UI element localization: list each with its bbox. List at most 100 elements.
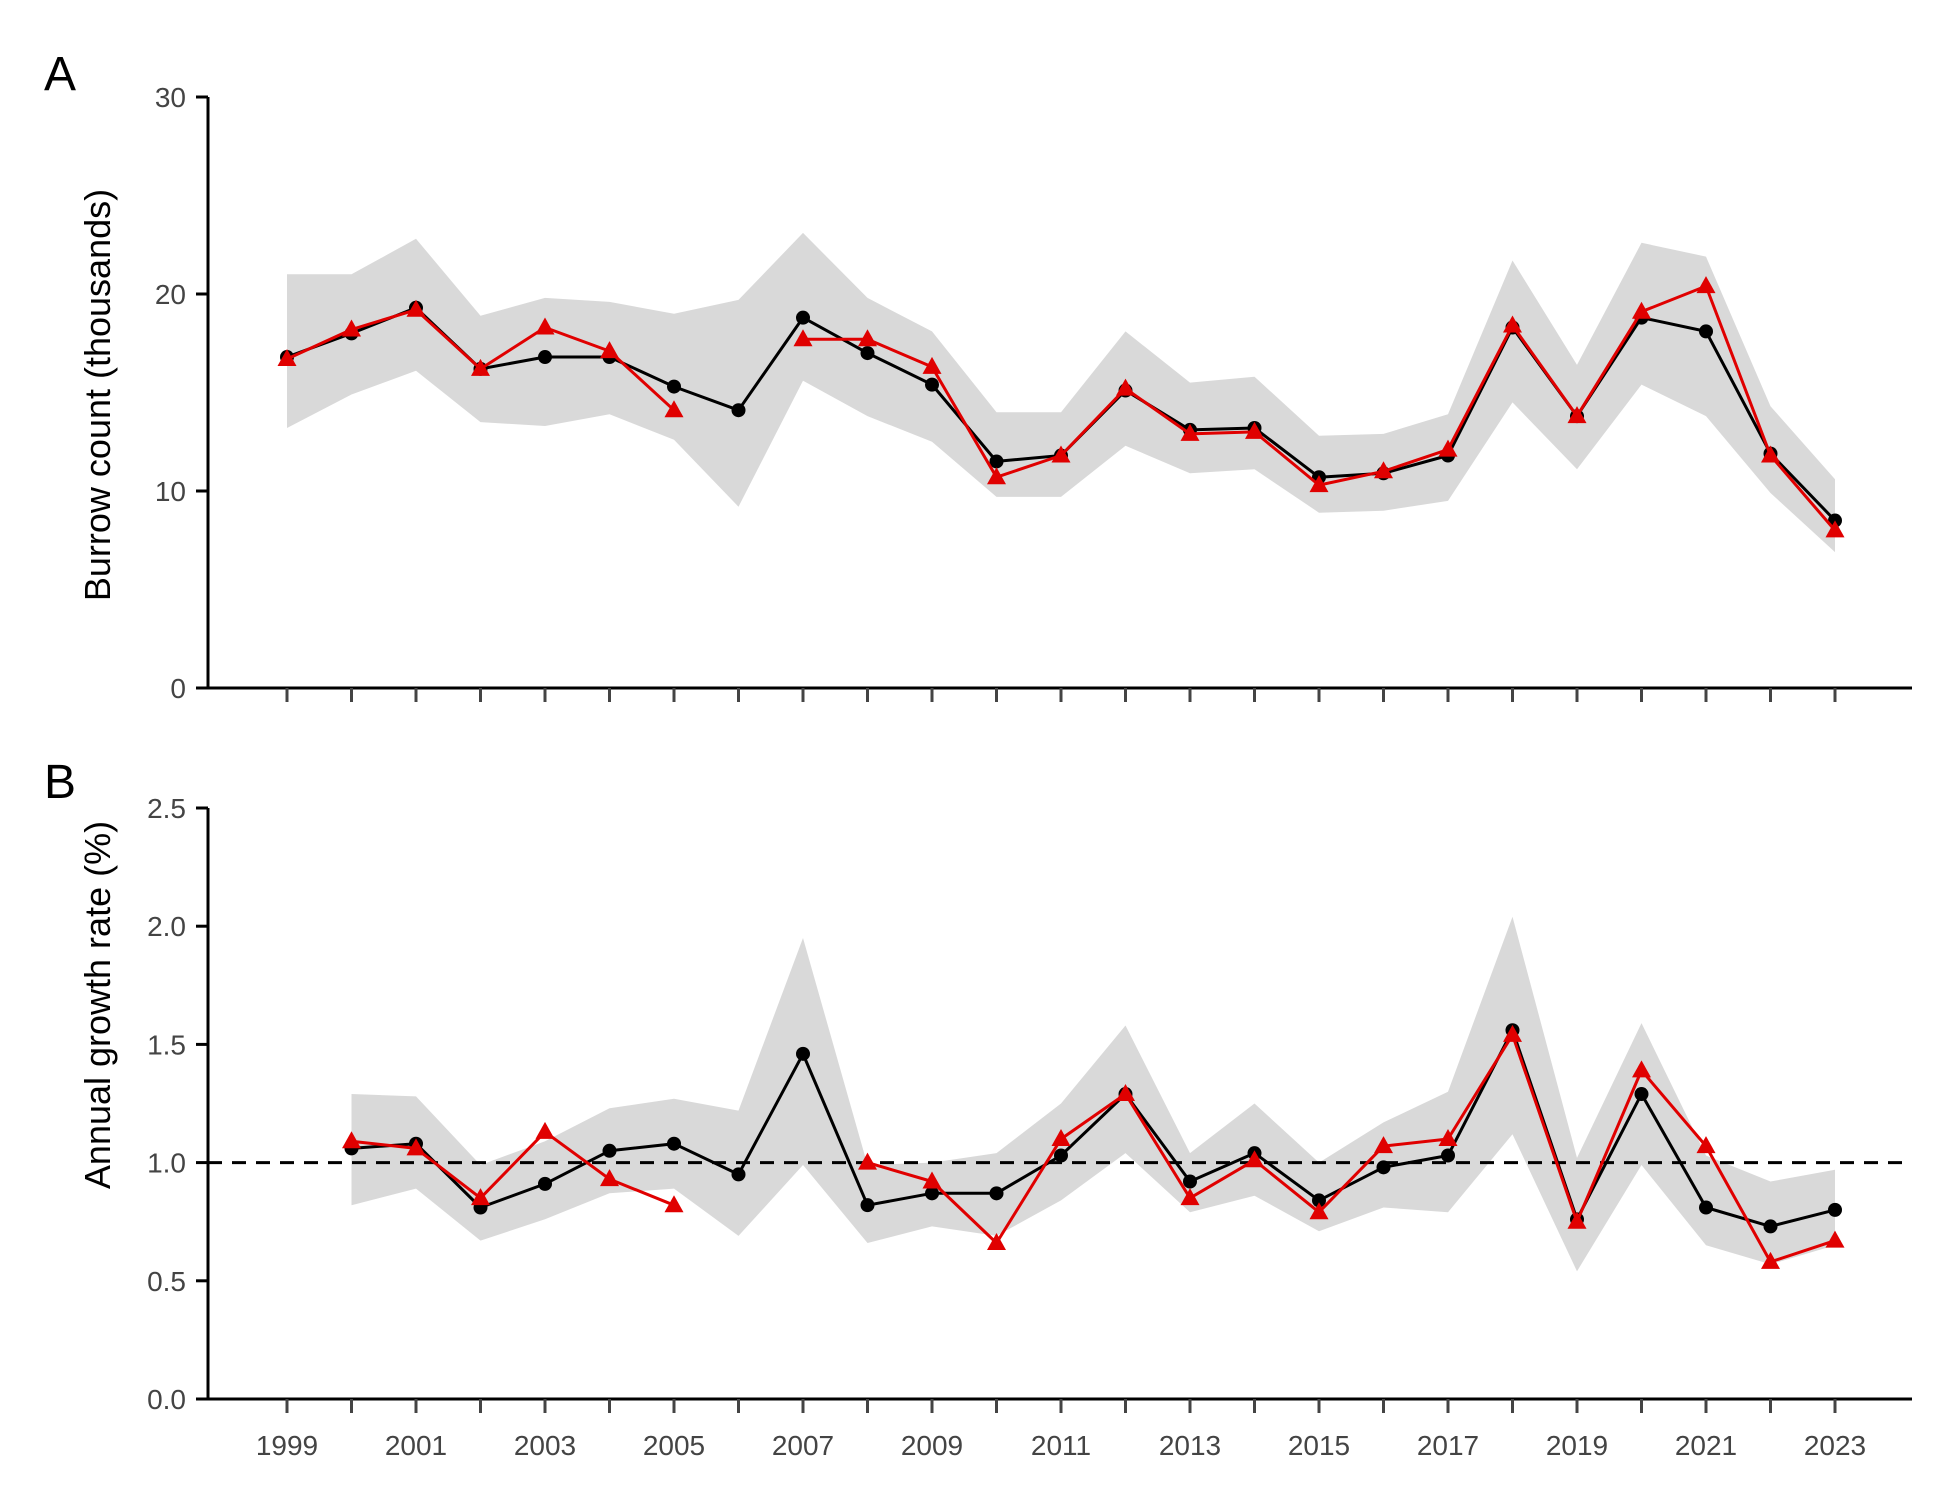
panel-b-series-black-point-2023 xyxy=(1828,1202,1842,1217)
panel-b-series-red-point-2016 xyxy=(1374,1136,1393,1154)
panel-b-series-black-point-2022 xyxy=(1763,1219,1778,1234)
panel-a-series-red-point-2012 xyxy=(1116,378,1135,396)
panel-a-y-tick-label: 0 xyxy=(170,673,186,704)
panel-b-band-area xyxy=(351,916,1835,1272)
panel-a-series-red-point-2018 xyxy=(1503,315,1522,333)
panel-a-series-red-point-2022 xyxy=(1761,445,1780,463)
panel-a-axes: 0 10 20 30 xyxy=(155,82,1912,704)
panel-b-x-tick-label: 2001 xyxy=(385,1430,447,1461)
panel-b-series-red-point-2002 xyxy=(471,1188,490,1206)
panel-a-series-black-point-2009 xyxy=(925,377,939,392)
panel-b-series-red-point-2021 xyxy=(1696,1136,1716,1154)
panel-b-x-tick-label: 2021 xyxy=(1675,1430,1737,1461)
panel-a: A 0 10 20 30 Burrow count (thousands) xyxy=(44,48,1912,704)
panel-b-series-red-line xyxy=(351,1130,675,1207)
panel-a-series-red-point-2014 xyxy=(1245,421,1264,439)
panel-a-series-black-point-2008 xyxy=(860,346,875,361)
panel-b-x-tick-label: 2023 xyxy=(1804,1430,1866,1461)
panel-b-confidence-band xyxy=(351,916,1835,1272)
panel-a-series-red-point-2016 xyxy=(1374,461,1393,479)
panel-a-series-black-point-2003 xyxy=(538,350,552,365)
panel-b-series-red-point-2008 xyxy=(858,1152,877,1170)
panel-a-y-tick-label: 20 xyxy=(155,279,186,310)
panel-b-x-tick-label: 2011 xyxy=(1031,1430,1091,1461)
panel-b-x-tick-label: 2009 xyxy=(901,1430,963,1461)
panel-a-series-red-point-2011 xyxy=(1051,445,1071,463)
panel-a-series-black-point-2005 xyxy=(667,379,681,394)
panel-b-series-black-point-2015 xyxy=(1312,1193,1326,1208)
panel-a-y-tick-label: 30 xyxy=(155,82,186,113)
panel-b-series-red-point-2017 xyxy=(1438,1129,1458,1146)
panel-b-series-black-point-2016 xyxy=(1376,1160,1391,1175)
panel-b-series-red-point-2013 xyxy=(1180,1188,1200,1206)
panel-b-series-black-point-2005 xyxy=(667,1136,681,1151)
panel-a-series-red-point-2021 xyxy=(1696,276,1716,294)
panel-b-series-red-point-2020 xyxy=(1632,1060,1651,1078)
panel-b-series-red-point-2010 xyxy=(987,1233,1006,1250)
panel-b-series-black-point-2009 xyxy=(925,1186,939,1201)
panel-b-series-black-point-2006 xyxy=(731,1167,746,1182)
panel-a-series-red-point-2000 xyxy=(342,319,361,337)
panel-b-y-tick-label: 0.0 xyxy=(147,1384,186,1415)
panel-a-series-red-point-2001 xyxy=(406,299,426,317)
panel-b-series-red-point-2005 xyxy=(664,1195,684,1213)
panel-b: B 0.0 0.5 1.0 1.5 2.0 2.5 1999 2001 2003 2005 2007… xyxy=(44,756,1912,1461)
panel-b-series-red-point-2023 xyxy=(1825,1230,1845,1248)
panel-b-axes: 0.0 0.5 1.0 1.5 2.0 2.5 1999 2001 2003 2005 2007 20… xyxy=(147,793,1912,1461)
panel-b-series-red-point-2015 xyxy=(1309,1202,1329,1220)
panel-a-series-red-point-2017 xyxy=(1438,439,1458,457)
panel-b-x-tick-label: 2003 xyxy=(514,1430,576,1461)
panel-a-series-black-point-2007 xyxy=(796,310,810,325)
panel-a-series-red-point-2003 xyxy=(535,317,555,335)
panel-a-series-red-point-2008 xyxy=(858,329,877,347)
panel-a-y-tick-label: 10 xyxy=(155,476,186,507)
panel-b-y-tick-label: 1.5 xyxy=(147,1029,186,1060)
panel-b-x-tick-label: 2013 xyxy=(1159,1430,1221,1461)
panel-b-x-tick-label: 1999 xyxy=(256,1430,318,1461)
panel-b-series-red-point-2001 xyxy=(406,1138,426,1156)
panel-b-series-black-point-2020 xyxy=(1634,1087,1649,1102)
panel-b-y-tick-label: 1.0 xyxy=(147,1148,186,1179)
panel-b-series-black-point-2017 xyxy=(1441,1148,1455,1163)
panel-b-series-black-point-2008 xyxy=(860,1198,875,1213)
panel-a-series-red-point-2013 xyxy=(1180,423,1200,441)
panel-b-x-tick-label: 2007 xyxy=(772,1430,834,1461)
panel-a-series-red-point-2009 xyxy=(922,356,942,374)
panel-a-series-red-point-2023 xyxy=(1825,520,1845,538)
panel-b-series-black-point-2011 xyxy=(1054,1148,1068,1163)
panel-b-series-red-point-2009 xyxy=(922,1171,942,1189)
panel-a-series-black-point-2021 xyxy=(1699,324,1713,339)
panel-b-x-tick-label: 2019 xyxy=(1546,1430,1608,1461)
panel-a-series-red-point-2020 xyxy=(1632,301,1651,319)
panel-b-series-black-point-2003 xyxy=(538,1176,552,1191)
panel-b-series-black-point-2013 xyxy=(1183,1174,1197,1189)
panel-b-series-black-point-2004 xyxy=(602,1143,617,1158)
panel-b-y-tick-label: 2.5 xyxy=(147,793,186,824)
panel-b-series-red-point-2012 xyxy=(1116,1084,1135,1101)
panel-b-series-red-point-2003 xyxy=(535,1121,555,1139)
panel-b-series-black-point-2021 xyxy=(1699,1200,1713,1215)
panel-b-series-red-point-2004 xyxy=(600,1169,619,1187)
panel-b-y-tick-label: 2.0 xyxy=(147,911,186,942)
panel-b-series-red-point-2018 xyxy=(1503,1024,1522,1042)
panel-b-series-red-point-2000 xyxy=(342,1131,361,1149)
panel-b-x-tick-label: 2017 xyxy=(1417,1430,1479,1461)
panel-b-x-tick-label: 2005 xyxy=(643,1430,705,1461)
panel-a-series-red-point-2002 xyxy=(471,358,490,376)
panel-b-series-black-point-2010 xyxy=(989,1186,1004,1201)
panel-a-confidence-band xyxy=(287,232,1835,553)
panel-b-series-red-point-2022 xyxy=(1761,1251,1780,1269)
panel-a-series-red-point-2010 xyxy=(987,467,1006,485)
panel-a-series xyxy=(277,276,1845,538)
panel-b-y-axis-title: Annual growth rate (%) xyxy=(77,821,118,1189)
panel-a-band-area xyxy=(287,232,1835,553)
panel-a-series-black-point-2006 xyxy=(731,403,746,418)
panel-a-series-black-point-2010 xyxy=(989,454,1004,469)
panel-b-x-tick-label: 2015 xyxy=(1288,1430,1350,1461)
panel-a-label: A xyxy=(44,48,76,101)
panel-b-label: B xyxy=(44,756,76,809)
panel-b-y-tick-label: 0.5 xyxy=(147,1266,186,1297)
panel-a-series-red-point-1999 xyxy=(277,349,297,366)
panel-b-series-red-point-2014 xyxy=(1245,1150,1264,1168)
